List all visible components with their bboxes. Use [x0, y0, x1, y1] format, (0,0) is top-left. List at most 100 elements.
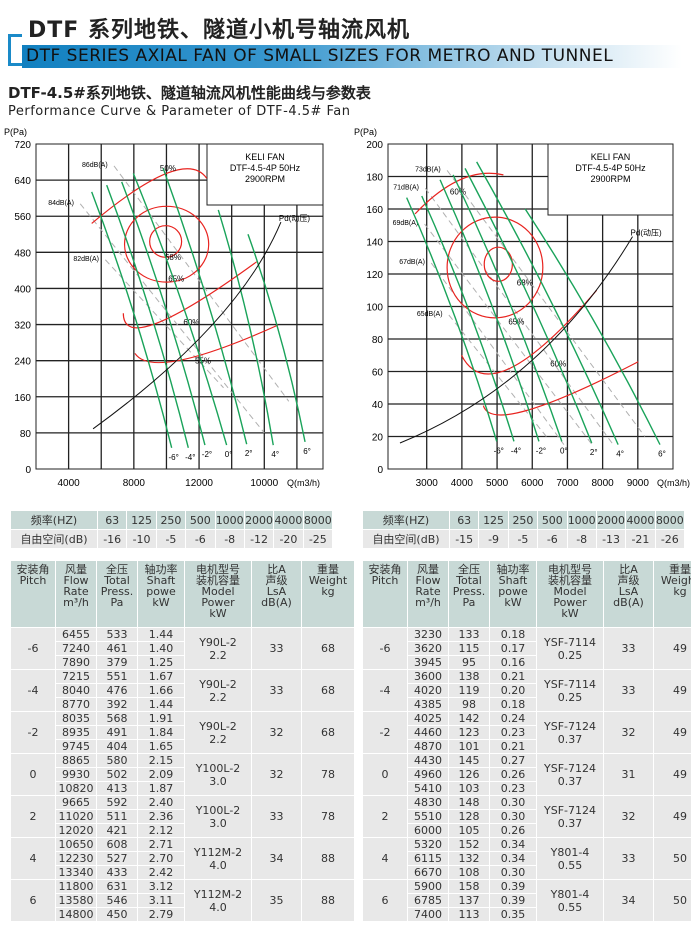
pressure-cell: 533 — [96, 627, 138, 642]
x-tick-label: 9000 — [627, 478, 650, 489]
pressure-cell: 128 — [448, 809, 490, 824]
pitch-curve — [476, 161, 619, 445]
efficiency-contour — [446, 216, 544, 319]
column-header: 电机型号 装机容量 Model Power kW — [536, 560, 604, 628]
y-tick-label: 160 — [366, 205, 383, 216]
column-header: 比A 声级 LsA dB(A) — [603, 560, 654, 628]
y-tick-label: 0 — [377, 465, 383, 476]
column-header: 比A 声级 LsA dB(A) — [251, 560, 302, 628]
flow-cell: 5510 — [407, 809, 449, 824]
shaft-power-cell: 2.12 — [137, 823, 185, 838]
flow-cell: 6785 — [407, 893, 449, 908]
noise-line — [104, 259, 224, 389]
model-cell: YSF-7124 0.37 — [536, 711, 604, 754]
pitch-curve — [247, 234, 306, 443]
power-text: 0.37 — [557, 816, 583, 830]
y-tick-label: 80 — [372, 335, 384, 346]
y-tick-label: 20 — [372, 433, 384, 444]
y-tick-label: 400 — [14, 284, 31, 295]
model-cell: Y801-4 0.55 — [536, 837, 604, 880]
column-header: 安装角 Pitch — [10, 560, 56, 628]
x-axis-label: Q(m3/h) — [657, 478, 690, 488]
frequency-header-cell: 500 — [185, 510, 216, 530]
shaft-power-cell: 1.65 — [137, 739, 185, 754]
shaft-power-cell: 0.30 — [489, 865, 537, 880]
sound-level-cell: -13 — [595, 529, 627, 549]
flow-cell: 8035 — [55, 711, 97, 726]
shaft-power-cell: 2.42 — [137, 865, 185, 880]
weight-cell: 49 — [653, 627, 691, 670]
table-row: 0 4430 145 0.27 YSF-7124 0.37 31 49 — [362, 753, 691, 796]
section-title: DTF-4.5#系列地铁、隧道轴流风机性能曲线与参数表 — [8, 84, 371, 102]
flow-cell: 5320 — [407, 837, 449, 852]
freq-row: 自由空间(dB) -16 -10 -5 -6 -8 -12 -20 -25 — [10, 529, 334, 549]
y-tick-label: 160 — [14, 393, 31, 404]
sound-level-cell: -25 — [302, 529, 334, 549]
sound-level-cell: -5 — [507, 529, 539, 549]
flow-cell: 9930 — [55, 767, 97, 782]
sound-level-value: 32 — [251, 711, 302, 754]
pitch-label: -4° — [185, 453, 195, 462]
shaft-power-cell: 1.84 — [137, 725, 185, 740]
model-cell: Y90L-2 2.2 — [184, 669, 252, 712]
pressure-cell: 137 — [448, 893, 490, 908]
y-tick-label: 120 — [366, 270, 383, 281]
sound-level-value: 33 — [603, 627, 654, 670]
shaft-power-cell: 3.11 — [137, 893, 185, 908]
noise-label: 73dB(A) — [415, 166, 441, 173]
weight-cell: 88 — [301, 879, 355, 922]
pressure-cell: 421 — [96, 823, 138, 838]
pressure-cell: 126 — [448, 767, 490, 782]
pressure-cell: 95 — [448, 655, 490, 670]
model-text: Y90L-2 — [199, 677, 237, 691]
frequency-header-cell: 频率(HZ) — [362, 510, 450, 530]
shaft-power-cell: 1.66 — [137, 683, 185, 698]
weight-cell: 49 — [653, 669, 691, 712]
shaft-power-cell: 2.36 — [137, 809, 185, 824]
flow-cell: 7400 — [407, 907, 449, 922]
pitch-cell: 4 — [10, 837, 56, 880]
frequency-header-cell: 1000 — [214, 510, 245, 530]
pitch-label: -2° — [536, 446, 546, 455]
parameter-table-left: 安装角 Pitch 风量 Flow Rate m³/h 全压 Total Press… — [10, 560, 355, 922]
power-text: 3.0 — [209, 774, 227, 788]
shaft-power-cell: 1.67 — [137, 669, 185, 684]
model-cell: Y112M-2 4.0 — [184, 879, 252, 922]
pressure-cell: 133 — [448, 627, 490, 642]
shaft-power-cell: 0.26 — [489, 823, 537, 838]
pressure-cell: 551 — [96, 669, 138, 684]
model-cell: Y100L-2 3.0 — [184, 753, 252, 796]
shaft-power-cell: 2.09 — [137, 767, 185, 782]
shaft-power-cell: 2.40 — [137, 795, 185, 810]
sound-level-cell: -8 — [566, 529, 597, 549]
table-row: 6670 108 0.30 — [363, 865, 691, 880]
pd-label: Pd(动压) — [631, 228, 662, 238]
frequency-header-cell: 4000 — [625, 510, 656, 530]
y-axis-label: P(Pa) — [4, 127, 27, 137]
sound-level-cell: -20 — [273, 529, 304, 549]
table-row: 14800 450 2.79 — [11, 907, 355, 922]
shaft-power-cell: 1.40 — [137, 641, 185, 656]
sound-level-value: 33 — [603, 837, 654, 880]
table-row: 13580 546 3.11 — [11, 893, 355, 908]
shaft-power-cell: 0.16 — [489, 655, 537, 670]
flow-cell: 11800 — [55, 879, 97, 894]
noise-label: 71dB(A) — [393, 184, 419, 191]
shaft-power-cell: 0.34 — [489, 851, 537, 866]
pitch-curve — [452, 174, 563, 442]
x-tick-label: 4000 — [57, 478, 80, 489]
noise-label: 82dB(A) — [73, 256, 99, 263]
table-row: 4 5320 152 0.34 Y801-4 0.55 33 50 — [362, 837, 691, 880]
flow-cell: 6670 — [407, 865, 449, 880]
flow-cell: 5410 — [407, 781, 449, 796]
pitch-curve — [524, 208, 661, 445]
flow-cell: 9745 — [55, 739, 97, 754]
frequency-header-cell: 2000 — [595, 510, 627, 530]
table-row: 5410 103 0.23 — [363, 781, 691, 796]
sound-level-cell: -21 — [625, 529, 656, 549]
sound-level-value: 33 — [251, 795, 302, 838]
table-row: -4 7215 551 1.67 Y90L-2 2.2 33 68 — [10, 669, 355, 712]
model-text: Y112M-2 — [193, 887, 243, 901]
table-row: 12230 527 2.70 — [11, 851, 355, 866]
x-tick-label: 5000 — [486, 478, 509, 489]
